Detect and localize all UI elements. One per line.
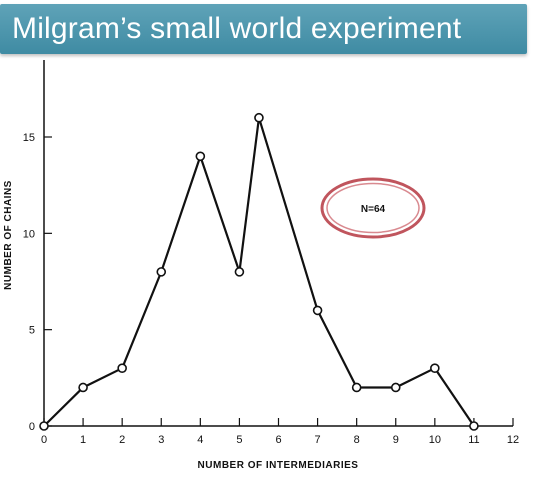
x-tick-label: 9	[393, 434, 399, 446]
data-point	[195, 151, 206, 162]
data-point	[78, 382, 88, 393]
series-line	[43, 116, 475, 427]
data-point	[39, 421, 49, 431]
data-point	[234, 267, 245, 277]
data-point	[312, 305, 323, 316]
x-tick-label: 1	[80, 434, 86, 446]
x-tick-label: 3	[158, 434, 164, 446]
sample-size-annotation: N=64	[320, 177, 426, 239]
chart-series	[39, 112, 479, 431]
x-tick-label: 2	[119, 434, 125, 446]
y-tick-label: 10	[23, 228, 35, 240]
annotation-ellipse-inner	[326, 182, 420, 234]
data-point	[469, 421, 479, 431]
y-tick-label: 0	[29, 421, 35, 433]
annotation-ellipse	[320, 177, 426, 239]
annotation-text: N=64	[361, 204, 386, 215]
data-point	[351, 382, 362, 393]
x-tick-label: 12	[507, 434, 519, 446]
y-axis-label: NUMBER OF CHAINS	[3, 180, 14, 290]
x-axis-label: NUMBER OF INTERMEDIARIES	[198, 460, 359, 471]
data-point	[254, 112, 264, 123]
data-point	[430, 363, 440, 374]
data-point	[117, 363, 127, 374]
x-tick-label: 4	[197, 434, 203, 446]
title-banner: Milgram’s small world experiment	[0, 4, 527, 54]
data-point	[390, 382, 401, 393]
x-tick-label: 10	[429, 434, 441, 446]
page-title: Milgram’s small world experiment	[12, 12, 462, 45]
x-tick-label: 0	[41, 434, 47, 446]
x-tick-label: 5	[236, 434, 242, 446]
x-tick-label: 7	[315, 434, 321, 446]
x-tick-label: 8	[354, 434, 360, 446]
y-tick-label: 5	[29, 325, 35, 337]
data-point	[156, 267, 167, 277]
x-tick-label: 11	[468, 434, 479, 446]
x-tick-label: 6	[275, 434, 281, 446]
y-tick-label: 15	[23, 132, 35, 144]
